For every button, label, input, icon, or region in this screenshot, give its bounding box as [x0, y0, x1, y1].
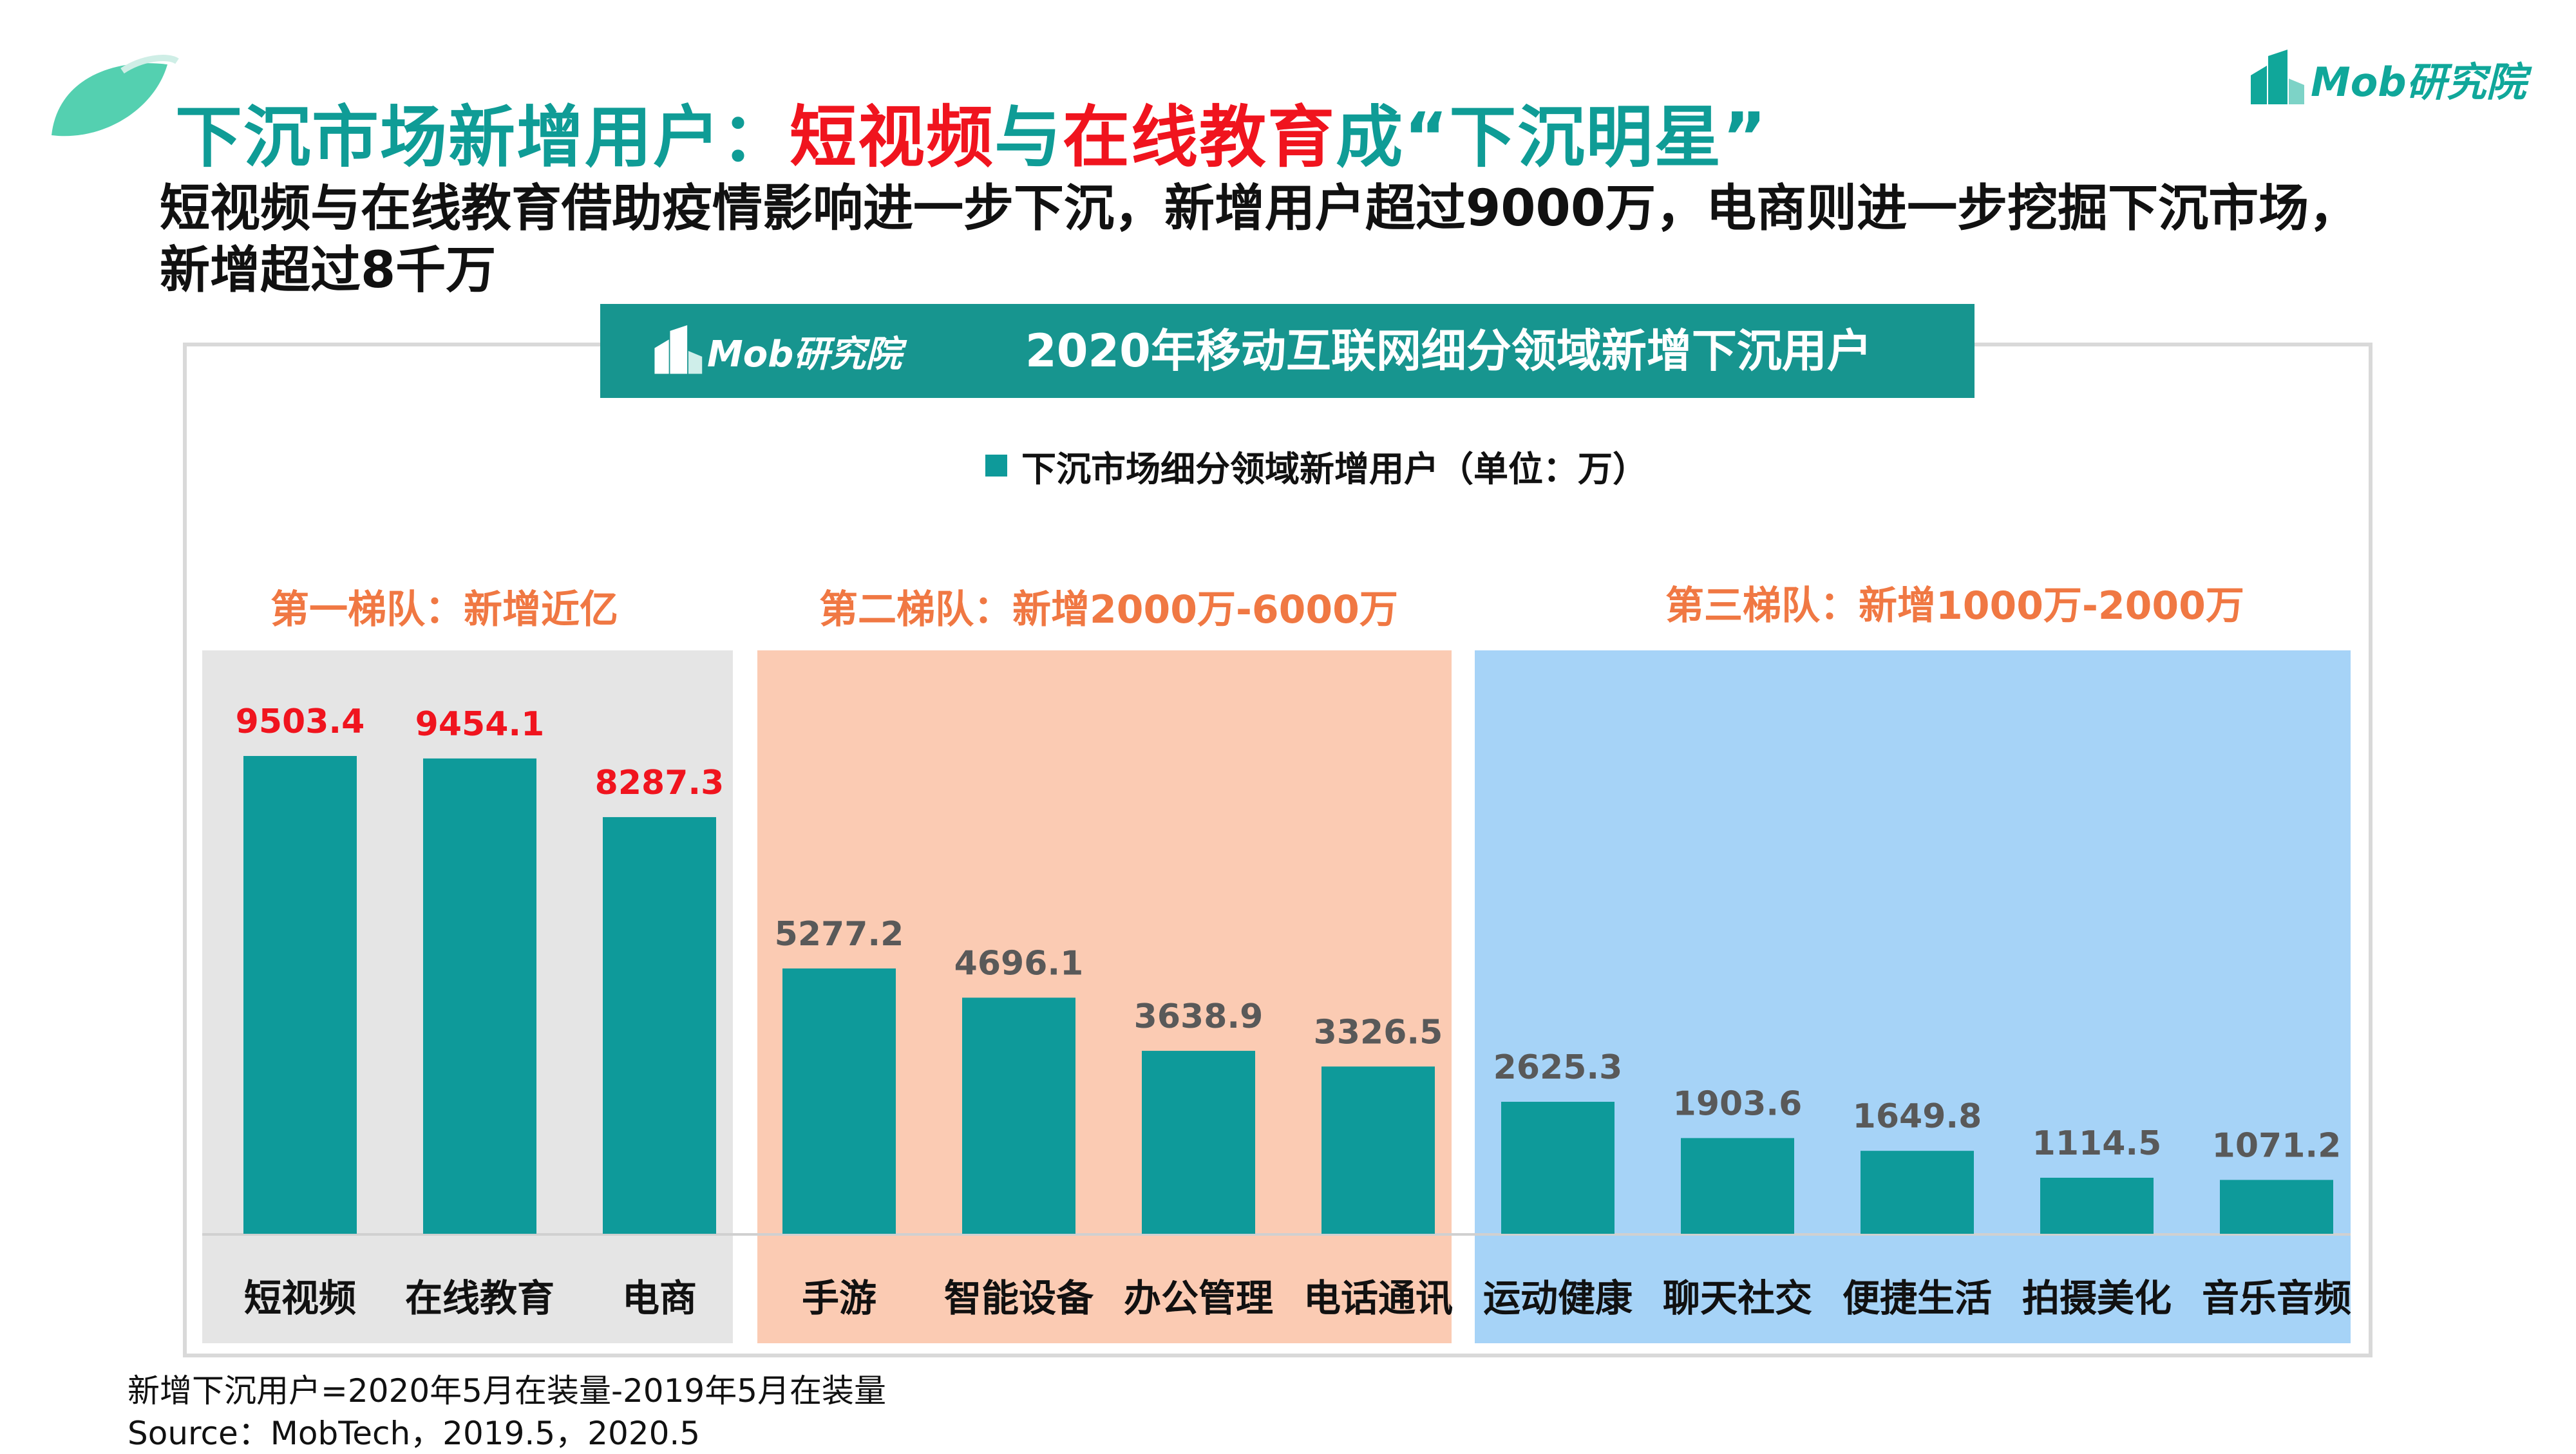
bar-1 — [243, 756, 357, 1234]
tier-3-label: 第三梯队：新增1000万-2000万 — [1665, 583, 2244, 628]
category-label-11: 拍摄美化 — [2022, 1276, 2172, 1320]
category-label-1: 短视频 — [244, 1276, 356, 1320]
bar-11 — [2040, 1177, 2154, 1234]
category-label-12: 音乐音频 — [2202, 1276, 2351, 1320]
footnote: 新增下沉用户=2020年5月在装量-2019年5月在装量 — [128, 1372, 887, 1410]
bar-value-label-6: 3638.9 — [1134, 997, 1264, 1036]
title-part-1: 下沉市场新增用户： — [175, 98, 790, 176]
category-label-8: 运动健康 — [1483, 1276, 1633, 1320]
bar-12 — [2220, 1180, 2333, 1234]
category-label-10: 便捷生活 — [1842, 1276, 1992, 1320]
page-title: 下沉市场新增用户：短视频与在线教育成“下沉明星” — [175, 82, 1768, 180]
brand-building-icon — [2251, 50, 2304, 104]
tier-1-label: 第一梯队：新增近亿 — [270, 587, 618, 632]
legend-swatch — [985, 455, 1007, 477]
tier-2-label: 第二梯队：新增2000万-6000万 — [819, 587, 1398, 632]
bar-value-label-2: 9454.1 — [415, 705, 545, 744]
bar-value-label-7: 3326.5 — [1314, 1013, 1443, 1052]
category-label-2: 在线教育 — [405, 1276, 554, 1320]
bar-4 — [782, 968, 896, 1234]
bar-value-label-4: 5277.2 — [775, 915, 904, 954]
brand-text: Mob研究院 — [2311, 59, 2526, 106]
category-label-6: 办公管理 — [1124, 1276, 1273, 1320]
bar-value-label-8: 2625.3 — [1493, 1048, 1623, 1087]
bar-7 — [1321, 1066, 1435, 1234]
bar-value-label-5: 4696.1 — [954, 944, 1084, 983]
source-note: Source：MobTech，2019.5，2020.5 — [128, 1415, 701, 1452]
chart-title: 2020年移动互联网细分领域新增下沉用户 — [1025, 325, 1872, 377]
category-label-9: 聊天社交 — [1663, 1276, 1812, 1320]
category-label-5: 智能设备 — [944, 1276, 1094, 1320]
bar-value-label-3: 8287.3 — [595, 764, 724, 802]
category-label-3: 电商 — [622, 1276, 697, 1320]
banner-brand-text: Mob研究院 — [707, 333, 902, 375]
page-subtitle: 短视频与在线教育借助疫情影响进一步下沉，新增用户超过9000万，电商则进一步挖掘… — [160, 180, 2360, 299]
bar-10 — [1861, 1151, 1974, 1234]
title-highlight-online-education: 在线教育 — [1063, 98, 1336, 176]
chart-legend: 下沉市场细分领域新增用户（单位：万） — [985, 443, 1647, 489]
bar-value-label-9: 1903.6 — [1673, 1084, 1803, 1123]
bar-value-label-11: 1114.5 — [2032, 1124, 2162, 1163]
bar-9 — [1681, 1138, 1794, 1234]
bar-3 — [603, 817, 716, 1234]
title-part-2: 与 — [994, 98, 1063, 176]
bar-2 — [423, 758, 536, 1234]
bar-value-label-12: 1071.2 — [2212, 1126, 2342, 1165]
bar-value-label-1: 9503.4 — [236, 703, 365, 741]
bar-5 — [962, 997, 1075, 1234]
bar-8 — [1501, 1102, 1615, 1234]
brand-logo: Mob研究院 — [2248, 46, 2526, 111]
bar-value-label-10: 1649.8 — [1853, 1097, 1982, 1136]
legend-label: 下沉市场细分领域新增用户（单位：万） — [1021, 448, 1647, 489]
banner-brand: Mob研究院 — [652, 325, 902, 377]
banner-brand-building-icon — [654, 325, 703, 374]
category-label-7: 电话通讯 — [1303, 1276, 1453, 1320]
bar-6 — [1142, 1050, 1255, 1234]
chart-banner: Mob研究院 2020年移动互联网细分领域新增下沉用户 — [600, 304, 1975, 398]
category-label-4: 手游 — [802, 1276, 876, 1320]
decorative-leaf-icon — [52, 55, 179, 137]
title-highlight-short-video: 短视频 — [790, 98, 995, 176]
title-part-3: 成“下沉明星” — [1336, 98, 1768, 176]
